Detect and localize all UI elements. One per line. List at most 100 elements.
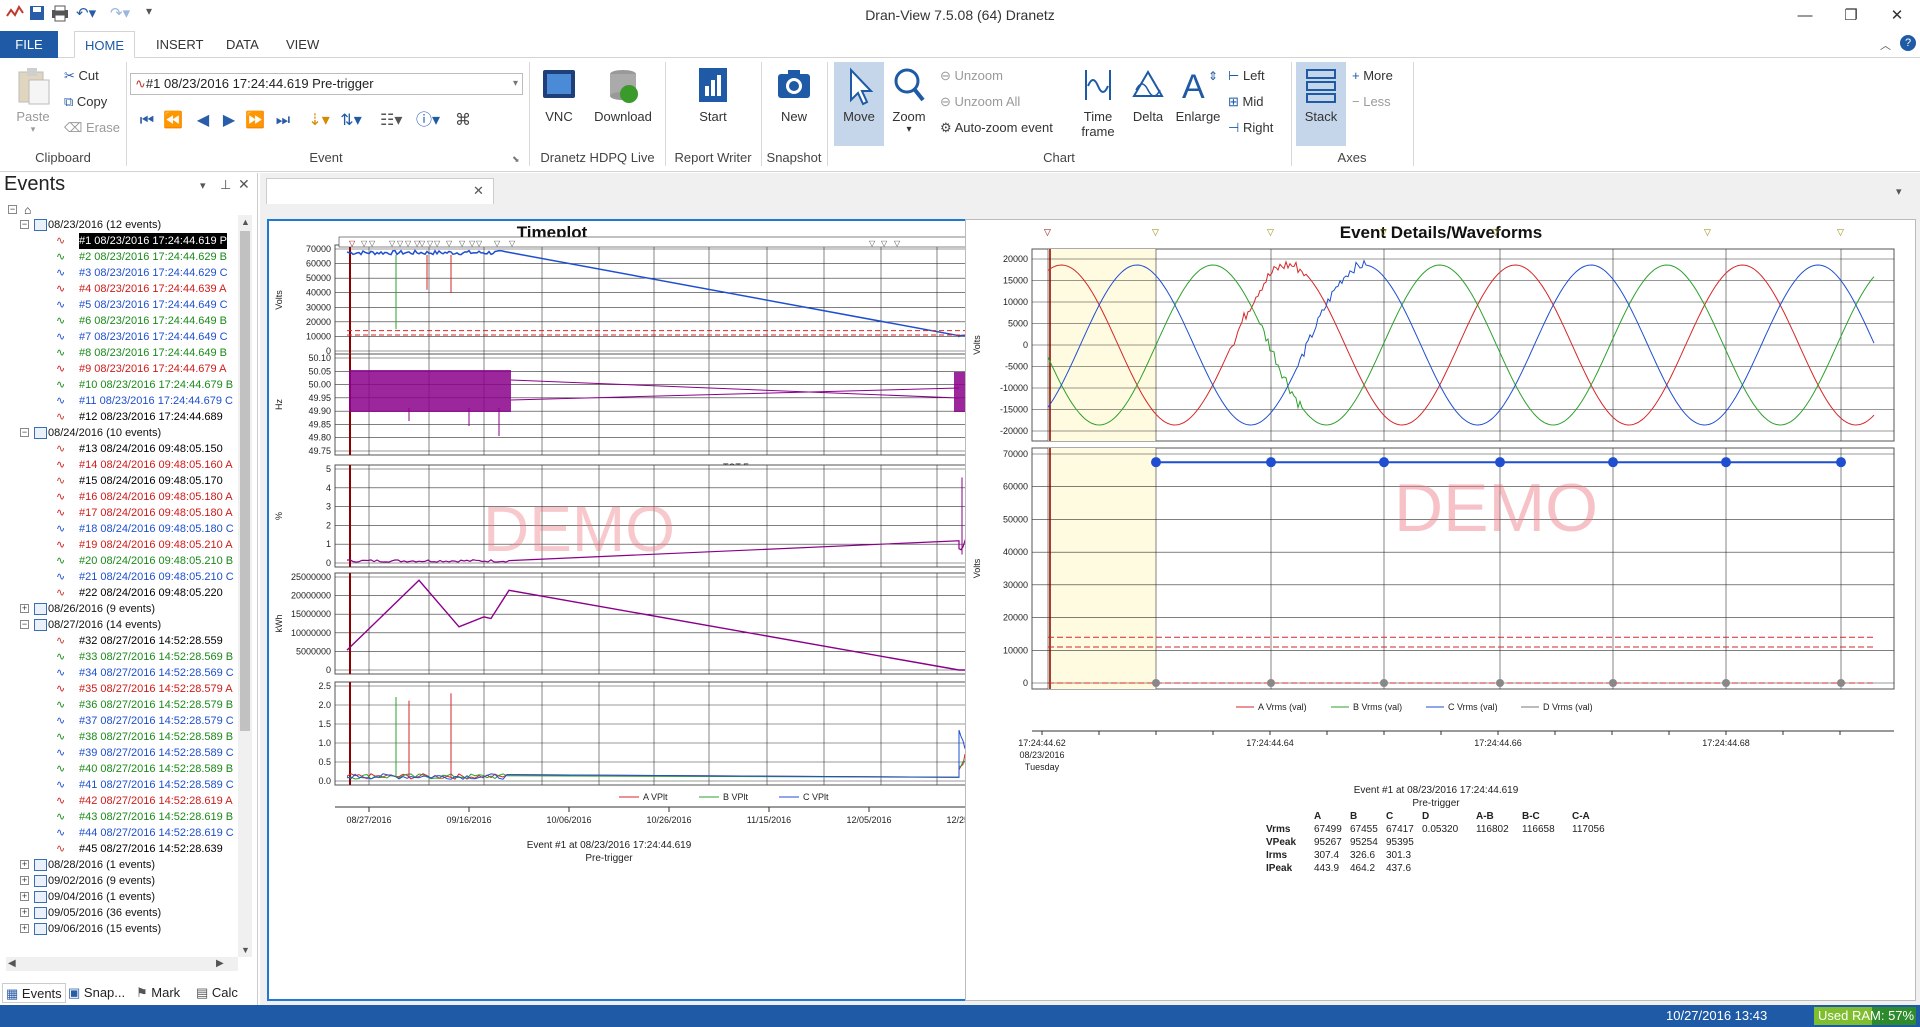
right-button[interactable]: ⊣ Right <box>1228 120 1273 136</box>
tree-event-item[interactable]: ∿ #20 08/24/2016 09:48:05.210 B <box>6 553 238 569</box>
event-select[interactable]: ∿#1 08/23/2016 17:24:44.619 Pre-trigger … <box>130 73 523 95</box>
tree-event-item[interactable]: ∿ #14 08/24/2016 09:48:05.160 A <box>6 457 238 473</box>
collapse-ribbon-icon[interactable]: ︿ <box>1880 40 1891 52</box>
tree-event-item[interactable]: ∿ #8 08/23/2016 17:24:44.649 B <box>6 345 238 361</box>
tree-event-item[interactable]: ∿ #11 08/23/2016 17:24:44.679 C <box>6 393 238 409</box>
scroll-left-icon[interactable]: ◀ <box>8 958 16 969</box>
start-report-button[interactable]: Start <box>690 66 736 124</box>
tree-day-node[interactable]: +09/02/2016 (9 events) <box>6 873 238 889</box>
panel-close-icon[interactable]: ✕ <box>238 176 250 192</box>
tree-event-item[interactable]: ∿ #22 08/24/2016 09:48:05.220 <box>6 585 238 601</box>
tree-event-item[interactable]: ∿ #1 08/23/2016 17:24:44.619 P <box>6 233 238 249</box>
tree-event-item[interactable]: ∿ #9 08/23/2016 17:24:44.679 A <box>6 361 238 377</box>
tree-event-item[interactable]: ∿ #2 08/23/2016 17:24:44.629 B <box>6 249 238 265</box>
tab-events[interactable]: ▦ Events <box>2 983 66 1003</box>
paste-button[interactable]: Paste ▾ <box>10 66 56 135</box>
panel-menu-icon[interactable]: ▾ <box>200 180 206 192</box>
cut-button[interactable]: ✂ Cut <box>64 68 99 84</box>
enlarge-button[interactable]: A ⇕ Enlarge <box>1172 66 1224 124</box>
collapse-icon[interactable]: − <box>8 204 17 214</box>
collapse-icon[interactable]: − <box>20 427 29 437</box>
expand-icon[interactable]: + <box>20 923 29 933</box>
tree-event-item[interactable]: ∿ #17 08/24/2016 09:48:05.180 A <box>6 505 238 521</box>
tree-event-item[interactable]: ∿ #35 08/27/2016 14:52:28.579 A <box>6 681 238 697</box>
tree-event-item[interactable]: ∿ #15 08/24/2016 09:48:05.170 <box>6 473 238 489</box>
tree-event-item[interactable]: ∿ #19 08/24/2016 09:48:05.210 A <box>6 537 238 553</box>
binoculars-icon[interactable]: ⌘ <box>455 112 471 129</box>
tree-day-node[interactable]: +09/04/2016 (1 events) <box>6 889 238 905</box>
pin-icon[interactable]: ⊥ <box>220 177 232 192</box>
tree-event-item[interactable]: ∿ #45 08/27/2016 14:52:28.639 <box>6 841 238 857</box>
tab-mark[interactable]: ⚑ Mark <box>136 983 180 1003</box>
zoom-button[interactable]: Zoom ▾ <box>886 66 932 135</box>
tree-event-item[interactable]: ∿ #16 08/24/2016 09:48:05.180 A <box>6 489 238 505</box>
tree-event-item[interactable]: ∿ #42 08/27/2016 14:52:28.619 A <box>6 793 238 809</box>
tree-event-item[interactable]: ∿ #37 08/27/2016 14:52:28.579 C <box>6 713 238 729</box>
tree-event-item[interactable]: ∿ #43 08/27/2016 14:52:28.619 B <box>6 809 238 825</box>
event-details-charts[interactable]: 20000150001000050000-5000-10000-15000-20… <box>966 221 1914 999</box>
tree-event-item[interactable]: ∿ #40 08/27/2016 14:52:28.589 B <box>6 761 238 777</box>
mid-button[interactable]: ⊞ Mid <box>1228 94 1263 110</box>
tab-snapshots[interactable]: ▣ Snap... <box>68 983 125 1003</box>
tree-day-node[interactable]: − 08/23/2016 (12 events) <box>6 217 238 233</box>
restore-button[interactable]: ❐ <box>1844 7 1858 24</box>
tab-calc[interactable]: ▤ Calc <box>196 983 238 1003</box>
prev-page-button[interactable]: ⏪ <box>163 112 183 129</box>
tree-event-item[interactable]: ∿ #44 08/27/2016 14:52:28.619 C <box>6 825 238 841</box>
new-snapshot-button[interactable]: New <box>770 66 818 124</box>
tree-event-item[interactable]: ∿ #34 08/27/2016 14:52:28.569 C <box>6 665 238 681</box>
copy-button[interactable]: ⧉ Copy <box>64 94 107 110</box>
timeplot-charts[interactable]: 700006000050000400003000020000100000Volt… <box>269 221 1215 999</box>
expand-icon[interactable]: + <box>20 891 29 901</box>
save-icon[interactable] <box>28 4 46 26</box>
tree-day-node[interactable]: − 08/24/2016 (10 events) <box>6 425 238 441</box>
tab-insert[interactable]: INSERT <box>156 37 204 52</box>
tree-day-node[interactable]: − 08/27/2016 (14 events) <box>6 617 238 633</box>
scrollbar-thumb[interactable] <box>240 231 250 731</box>
autozoom-button[interactable]: ⚙ Auto-zoom event <box>940 120 1053 136</box>
filter-icon[interactable]: ⇣▾ <box>308 112 330 129</box>
unzoom-button[interactable]: ⊖ Unzoom <box>940 68 1003 84</box>
last-event-button[interactable]: ⏭ <box>275 112 291 129</box>
next-event-button[interactable]: ▶ <box>222 112 236 129</box>
tab-home[interactable]: HOME <box>74 31 135 58</box>
download-button[interactable]: Download <box>590 66 656 124</box>
tree-event-item[interactable]: ∿ #3 08/23/2016 17:24:44.629 C <box>6 265 238 281</box>
tree-day-node[interactable]: +08/28/2016 (1 events) <box>6 857 238 873</box>
tree-event-item[interactable]: ∿ #12 08/23/2016 17:24:44.689 <box>6 409 238 425</box>
collapse-icon[interactable]: − <box>20 219 29 229</box>
scroll-right-icon[interactable]: ▶ <box>216 958 224 969</box>
tree-day-node[interactable]: +09/06/2016 (15 events) <box>6 921 238 937</box>
tree-root[interactable]: − ⌂ <box>6 203 238 217</box>
scroll-down-icon[interactable]: ▼ <box>241 945 250 955</box>
left-button[interactable]: ⊢ Left <box>1228 68 1265 84</box>
scroll-up-icon[interactable]: ▲ <box>241 217 250 227</box>
tree-event-item[interactable]: ∿ #21 08/24/2016 09:48:05.210 C <box>6 569 238 585</box>
less-button[interactable]: − Less <box>1352 94 1391 109</box>
tree-event-item[interactable]: ∿ #5 08/23/2016 17:24:44.649 C <box>6 297 238 313</box>
document-tab[interactable]: ✕ <box>266 178 494 204</box>
expand-icon[interactable]: + <box>20 875 29 885</box>
sort-icon[interactable]: ⇅▾ <box>340 112 362 129</box>
tab-data[interactable]: DATA <box>226 37 259 52</box>
close-button[interactable]: ✕ <box>1890 7 1904 24</box>
tree-event-item[interactable]: ∿ #7 08/23/2016 17:24:44.649 C <box>6 329 238 345</box>
tree-event-item[interactable]: ∿ #39 08/27/2016 14:52:28.589 C <box>6 745 238 761</box>
tree-event-item[interactable]: ∿ #32 08/27/2016 14:52:28.559 <box>6 633 238 649</box>
erase-button[interactable]: ⌫ Erase <box>64 120 120 136</box>
tree-event-item[interactable]: ∿ #6 08/23/2016 17:24:44.649 B <box>6 313 238 329</box>
customize-toolbar-icon[interactable]: ▾ <box>146 4 153 18</box>
expand-icon[interactable]: + <box>20 859 29 869</box>
unzoom-all-button[interactable]: ⊖ Unzoom All <box>940 94 1020 110</box>
info-icon[interactable]: ⓘ▾ <box>416 112 441 129</box>
dialog-launcher-icon[interactable]: ⬊ <box>512 154 520 164</box>
tab-view[interactable]: VIEW <box>286 37 320 52</box>
tree-event-item[interactable]: ∿ #36 08/27/2016 14:52:28.579 B <box>6 697 238 713</box>
expand-icon[interactable]: + <box>20 603 29 613</box>
tree-horizontal-scrollbar[interactable] <box>6 957 238 971</box>
more-button[interactable]: + More <box>1352 68 1393 83</box>
redo-icon[interactable]: ↷▾ <box>110 5 131 22</box>
delta-button[interactable]: Delta <box>1126 66 1170 124</box>
tree-event-item[interactable]: ∿ #41 08/27/2016 14:52:28.589 C <box>6 777 238 793</box>
tab-list-icon[interactable]: ▾ <box>1896 186 1902 198</box>
